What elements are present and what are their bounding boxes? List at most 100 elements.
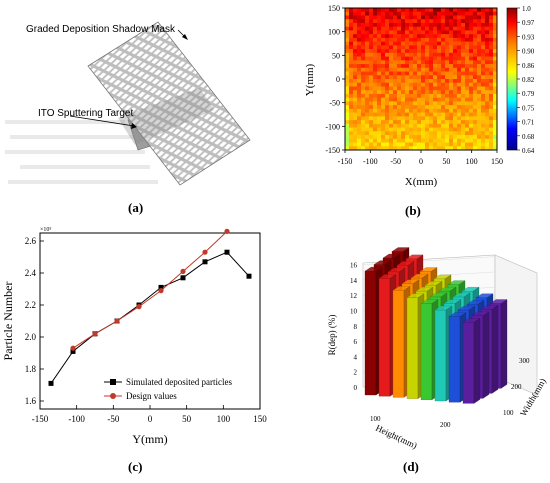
heatmap-cell <box>457 101 462 106</box>
heatmap-cell <box>473 135 478 140</box>
heatmap-cell <box>477 19 482 24</box>
bar <box>364 270 377 396</box>
heatmap-cell <box>469 71 474 76</box>
heatmap-cell <box>429 45 434 50</box>
heatmap-cell <box>401 49 406 54</box>
heatmap-cell <box>441 52 446 57</box>
heatmap-cell <box>417 146 422 151</box>
heatmap-cell <box>425 116 430 121</box>
heatmap-cell <box>433 101 438 106</box>
heatmap-cell <box>473 8 478 13</box>
heatmap-cell <box>373 52 378 57</box>
heatmap-cell <box>417 142 422 147</box>
heatmap-cell <box>405 67 410 72</box>
heatmap-cell <box>417 120 422 125</box>
heatmap-cell <box>381 22 386 27</box>
heatmap-cell <box>453 112 458 117</box>
heatmap-cell <box>429 71 434 76</box>
heatmap-cell <box>373 34 378 39</box>
heatmap-cell <box>485 34 490 39</box>
heatmap-ytick-label: 100 <box>328 28 340 37</box>
heatmap-cell <box>353 75 358 80</box>
heatmap-cell <box>373 112 378 117</box>
design-point <box>114 318 120 324</box>
heatmap-cell <box>417 41 422 46</box>
heatmap-cell <box>493 26 498 31</box>
heatmap-cell <box>461 30 466 35</box>
heatmap-cell <box>481 71 486 76</box>
heatmap-cell <box>369 30 374 35</box>
heatmap-cell <box>453 56 458 61</box>
heatmap-cell <box>381 138 386 143</box>
heatmap-cell <box>441 26 446 31</box>
heatmap-cell <box>421 82 426 87</box>
heatmap-cell <box>349 112 354 117</box>
heatmap-cell <box>481 45 486 50</box>
heatmap-cell <box>461 116 466 121</box>
heatmap-cell <box>409 41 414 46</box>
heatmap-cell <box>473 41 478 46</box>
heatmap-cell <box>429 90 434 95</box>
heatmap-cell <box>469 30 474 35</box>
heatmap-cell <box>453 22 458 27</box>
heatmap-cell <box>461 49 466 54</box>
heatmap-cell <box>481 11 486 16</box>
heatmap-cell <box>377 127 382 132</box>
heatmap-cell <box>393 131 398 136</box>
heatmap-cell <box>457 37 462 42</box>
heatmap-cell <box>441 120 446 125</box>
heatmap-cell <box>469 138 474 143</box>
heatmap-cell <box>453 86 458 91</box>
heatmap-cell <box>361 90 366 95</box>
heatmap-cell <box>485 60 490 65</box>
heatmap-cell <box>389 101 394 106</box>
design-line <box>72 231 228 349</box>
heatmap-cell <box>437 26 442 31</box>
heatmap-cell <box>445 82 450 87</box>
heatmap-cell <box>369 108 374 113</box>
panel-b: -150 -100 -50 0 50 100 150 -150 -100 -50 0 50 100 15… <box>275 0 550 225</box>
heatmap-cell <box>349 116 354 121</box>
heatmap-cell <box>445 37 450 42</box>
heatmap-cell <box>345 37 350 42</box>
heatmap-cell <box>345 123 350 128</box>
heatmap-cell <box>485 123 490 128</box>
heatmap-cell <box>421 127 426 132</box>
heatmap-cell <box>461 56 466 61</box>
heatmap-cell <box>457 108 462 113</box>
heatmap-cell <box>485 90 490 95</box>
heatmap-cell <box>405 26 410 31</box>
heatmap-cell <box>357 86 362 91</box>
heatmap-cell <box>401 56 406 61</box>
heatmap-cell <box>373 11 378 16</box>
heatmap-cell <box>437 86 442 91</box>
heatmap-cell <box>449 26 454 31</box>
bar <box>462 322 475 404</box>
heatmap-cell <box>385 146 390 151</box>
heatmap-cell <box>481 127 486 132</box>
heatmap-cell <box>465 11 470 16</box>
heatmap-cell <box>461 86 466 91</box>
heatmap-cell <box>401 120 406 125</box>
heatmap-cell <box>425 15 430 20</box>
heatmap-cell <box>381 75 386 80</box>
heatmap-cell <box>401 93 406 98</box>
heatmap-cell <box>365 64 370 69</box>
heatmap-cell <box>373 79 378 84</box>
heatmap-cell <box>485 79 490 84</box>
heatmap-cell <box>445 116 450 121</box>
heatmap-cell <box>393 15 398 20</box>
heatmap-cell <box>361 101 366 106</box>
heatmap-cell <box>357 26 362 31</box>
heatmap-cell <box>369 37 374 42</box>
heatmap-cell <box>493 90 498 95</box>
heatmap-cell <box>409 37 414 42</box>
heatmap-cell <box>353 30 358 35</box>
heatmap-cell <box>489 64 494 69</box>
heatmap-cell <box>433 67 438 72</box>
heatmap-cell <box>465 26 470 31</box>
heatmap-cell <box>397 79 402 84</box>
heatmap-cell <box>377 101 382 106</box>
heatmap-cell <box>417 112 422 117</box>
